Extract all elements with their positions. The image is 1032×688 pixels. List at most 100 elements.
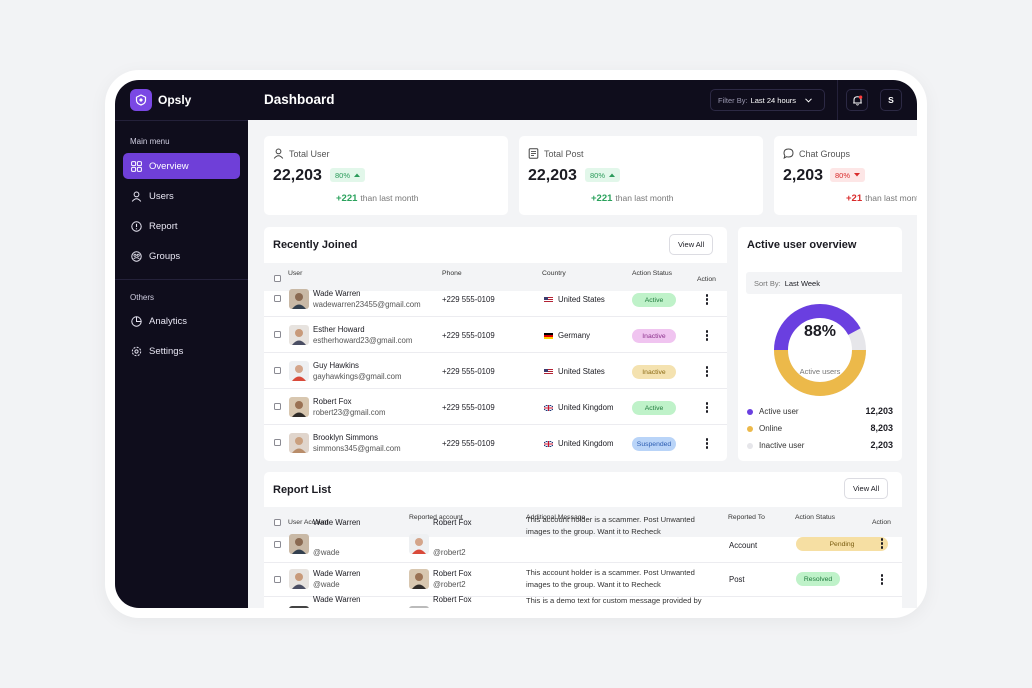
user-email: estherhoward23@gmail.com [313,336,413,345]
sort-dropdown[interactable]: Sort By: Last Week [746,272,902,294]
legend-value: 8,203 [870,423,893,433]
row-menu-button[interactable] [880,538,884,549]
user-icon [273,148,284,159]
user-email: wadewarren23455@gmail.com [313,300,421,309]
legend-value: 2,203 [870,440,893,450]
user-avatar-button[interactable]: S [880,89,902,111]
stat-value: 22,203 [273,167,322,184]
us-flag-icon [544,369,553,375]
caret-up-icon [354,173,361,177]
user-name: Wade Warren [313,518,361,527]
row-checkbox[interactable] [274,331,281,338]
stat-value: 2,203 [783,167,824,184]
row-checkbox[interactable] [274,541,281,548]
row-checkbox[interactable] [274,367,281,374]
user-name: Wade Warren [313,569,361,578]
gear-icon [131,346,142,356]
column-header: Reported account [409,514,463,521]
germany-flag-icon [544,333,553,339]
sidebar-divider [115,120,248,121]
notifications-button[interactable] [846,89,868,111]
view-all-button[interactable]: View All [844,478,889,499]
sidebar-item-groups[interactable]: Groups [123,243,240,269]
page-title: Dashboard [264,92,335,107]
grid-icon [131,160,142,172]
legend-active-user: Active user [747,407,799,416]
stat-percent-badge: 80% [330,168,366,182]
card-title: Active user overview [747,239,857,251]
column-header: Additional Message [526,514,586,521]
filter-dropdown[interactable]: Filter By: Last 24 hours [710,89,825,111]
donut-caption: Active users [799,367,841,376]
logo-icon [130,89,152,111]
app-logo[interactable]: Opsly [130,89,191,111]
bell-icon [852,95,862,105]
country: Germany [558,331,591,340]
stat-label: Total User [273,148,330,159]
row-menu-button[interactable] [880,574,884,585]
country: United States [558,367,605,376]
table-row[interactable]: Guy Hawkins gayhawkings@gmail.com +229 5… [264,353,727,389]
table-row[interactable]: Wade Warren wadewarren23455@gmail.com +2… [264,289,727,317]
row-checkbox[interactable] [274,403,281,410]
table-row[interactable]: Brooklyn Simmons simmons345@gmail.com +2… [264,425,727,461]
reported-to: Post [729,575,745,584]
row-menu-button[interactable] [705,294,709,305]
table-row[interactable]: Esther Howard estherhoward23@gmail.com +… [264,317,727,353]
avatar [409,569,429,589]
column-header: Reported To [728,514,765,521]
pie-icon [131,315,142,327]
report-list-card: Report List View All User Account Report… [264,472,902,608]
sidebar-item-analytics[interactable]: Analytics [123,308,240,334]
user-name: Robert Fox [313,397,352,406]
sidebar-item-report[interactable]: Report [123,213,240,239]
groups-icon [131,250,142,262]
row-menu-button[interactable] [705,330,709,341]
user-name: Guy Hawkins [313,361,359,370]
stat-card-total-post: Total Post 22,203 80% +221 than last mont… [519,136,763,215]
table-row[interactable]: Robert Fox robert23@gmail.com +229 555-0… [264,389,727,425]
sidebar-item-label: Report [149,220,178,232]
sidebar-item-settings[interactable]: Settings [123,338,240,364]
phone: +229 555-0109 [442,439,495,448]
row-menu-button[interactable] [705,438,709,449]
country: United States [558,295,605,304]
chat-icon [783,148,794,159]
reported-handle: @robert2 [433,580,466,589]
reported-name: Robert Fox [433,518,472,527]
avatar [289,433,309,453]
table-row[interactable]: Wade Warren Robert Fox This account hold… [264,515,902,563]
row-checkbox[interactable] [274,439,281,446]
avatar [289,289,309,309]
user-email: gayhawkings@gmail.com [313,372,402,381]
recently-joined-card: Recently Joined View All User Phone Coun… [264,227,727,461]
table-row[interactable]: Wade Warren Robert Fox This is a demo te… [264,595,902,608]
select-all-checkbox[interactable] [274,275,281,282]
row-menu-button[interactable] [705,366,709,377]
table-row[interactable]: Wade Warren @wade Robert Fox @robert2 Th… [264,563,902,597]
status-badge: Active [632,401,676,415]
others-heading: Others [130,293,155,302]
tablet-frame: Opsly Main menu Overview Users Report Gr… [105,70,927,618]
sidebar-item-overview[interactable]: Overview [123,153,240,179]
view-all-button[interactable]: View All [669,234,714,255]
user-name: Wade Warren [313,595,361,604]
app-name: Opsly [158,93,192,107]
filter-label: Filter By: [718,95,748,105]
row-menu-button[interactable] [705,402,709,413]
user-name: Brooklyn Simmons [313,433,378,442]
phone: +229 555-0109 [442,403,495,412]
caret-down-icon [854,173,861,177]
legend-dot [747,408,753,415]
stat-delta: +221 than last month [591,193,674,204]
select-all-checkbox[interactable] [274,519,281,526]
row-checkbox[interactable] [274,576,281,583]
sidebar-item-label: Groups [149,250,181,262]
row-checkbox[interactable] [274,295,281,302]
donut-percent: 88% [803,323,837,340]
sidebar-item-users[interactable]: Users [123,183,240,209]
avatar [409,606,429,608]
sidebar-item-label: Settings [149,345,184,357]
legend-value: 12,203 [865,406,893,416]
